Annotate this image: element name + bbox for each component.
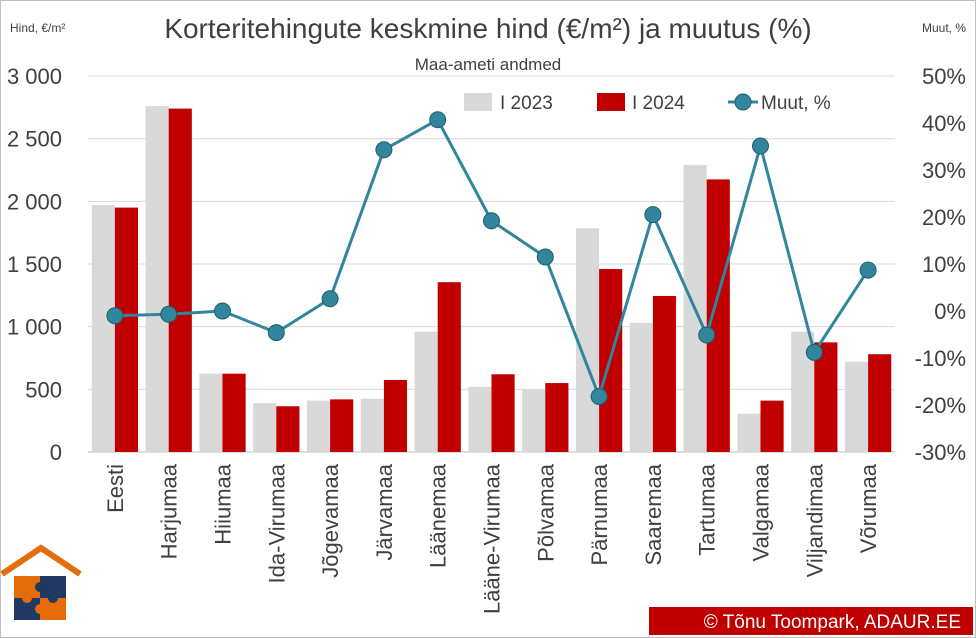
y2-tick-label: 20% [922,205,966,230]
change-marker [321,290,339,308]
y2-tick-label: 50% [922,64,966,89]
x-tick-label: Hiiumaa [211,463,236,544]
bar-2023 [91,205,115,452]
x-tick-label: Jõgevamaa [318,463,343,578]
x-axis-ticks: Eesti Harjumaa Hiiumaa Ida-Virumaa Jõgevamaa… [103,463,881,614]
bar-2023 [737,413,761,452]
y2-axis-ticks: -30% -20% -10% 0% 10% 20% 30% 40% 50% [915,64,966,465]
credit-text: © Tõnu Toompark, ADAUR.EE [704,612,961,633]
x-tick-label: Valgamaa [749,463,774,561]
x-tick-label: Järvamaa [372,463,397,560]
y2-tick-label: 40% [922,111,966,136]
x-tick-label: Eesti [103,464,128,513]
x-tick-label: Tartumaa [695,463,720,555]
bar-2024 [437,282,461,452]
change-marker [106,307,124,325]
y-tick-label: 1 000 [7,315,62,340]
y-axis-label: Hind, €/m² [10,21,65,35]
change-line [106,111,877,406]
x-tick-label: Viljandimaa [802,463,827,577]
bar-2024 [383,379,408,452]
y2-axis-label: Muut, % [922,21,966,35]
y2-tick-label: -20% [915,393,966,418]
x-tick-label: Põlvamaa [533,463,558,562]
y2-tick-label: 10% [922,252,966,277]
bar-2023 [199,373,223,452]
x-tick-label: Ida-Virumaa [264,463,289,583]
x-tick-label: Pärnumaa [587,463,612,565]
credit-background [649,607,973,635]
bar-2024 [814,342,838,452]
bar-2024 [330,399,354,452]
bar-2023 [575,228,600,452]
bar-2024 [652,295,677,452]
bar-2024 [545,383,569,452]
x-tick-label: Läänemaa [426,463,451,568]
legend: I 2023 I 2024 Muut, % [464,93,831,114]
change-marker [859,261,877,279]
bar-2023 [844,361,869,452]
legend-label-change: Muut, % [761,93,831,114]
change-marker [214,302,231,320]
bar-2024 [760,400,784,452]
y2-tick-label: -30% [915,440,966,465]
bar-2023 [414,331,438,452]
y-axis-ticks: 0 500 1 000 1 500 2 000 2 500 3 000 [7,64,62,465]
bar-2023 [468,386,492,452]
chart-title: Korteritehingute keskmine hind (€/m²) ja… [164,13,811,44]
bar-2023 [522,389,546,452]
bar-2023 [791,331,815,452]
change-marker [590,388,608,406]
bar-2023 [360,398,384,452]
change-marker [698,326,716,344]
x-tick-label: Saaremaa [641,463,666,565]
bar-2024 [491,374,515,452]
legend-swatch-2023 [464,93,492,111]
y2-tick-label: 30% [922,158,966,183]
change-marker [483,212,500,230]
house-logo [0,544,82,620]
legend-marker [734,93,752,111]
y2-tick-label: 0% [934,299,966,324]
legend-label-2023: I 2023 [500,93,553,114]
bar-2023 [145,106,169,452]
legend-label-2024: I 2024 [632,93,685,114]
change-marker [805,343,823,361]
x-tick-label: Harjumaa [157,463,182,559]
bar-2024 [114,207,139,452]
change-marker [160,305,178,323]
chart-subtitle: Maa-ameti andmed [415,55,561,74]
bar-2024 [168,108,192,452]
bar-2023 [306,400,331,452]
bar-2024 [276,406,300,452]
y-tick-label: 0 [50,440,62,465]
change-marker [536,248,554,266]
y-tick-label: 3 000 [7,64,62,89]
legend-swatch-2024 [597,93,625,111]
y-tick-label: 1 500 [7,252,62,277]
bar-2024 [222,373,246,452]
change-marker [375,141,393,159]
y-tick-label: 2 000 [7,189,62,214]
change-marker [752,137,769,155]
change-marker [429,111,447,129]
y-tick-label: 500 [25,377,62,402]
x-tick-label: Võrumaa [856,463,881,553]
bar-2024 [868,354,892,452]
bar-2024 [706,179,730,452]
change-marker [267,324,285,342]
bar-2023 [629,322,653,452]
change-marker [644,206,662,224]
y2-tick-label: -10% [915,346,966,371]
bar-2023 [253,403,277,452]
x-tick-label: Lääne-Virumaa [480,463,505,614]
y-tick-label: 2 500 [7,127,62,152]
